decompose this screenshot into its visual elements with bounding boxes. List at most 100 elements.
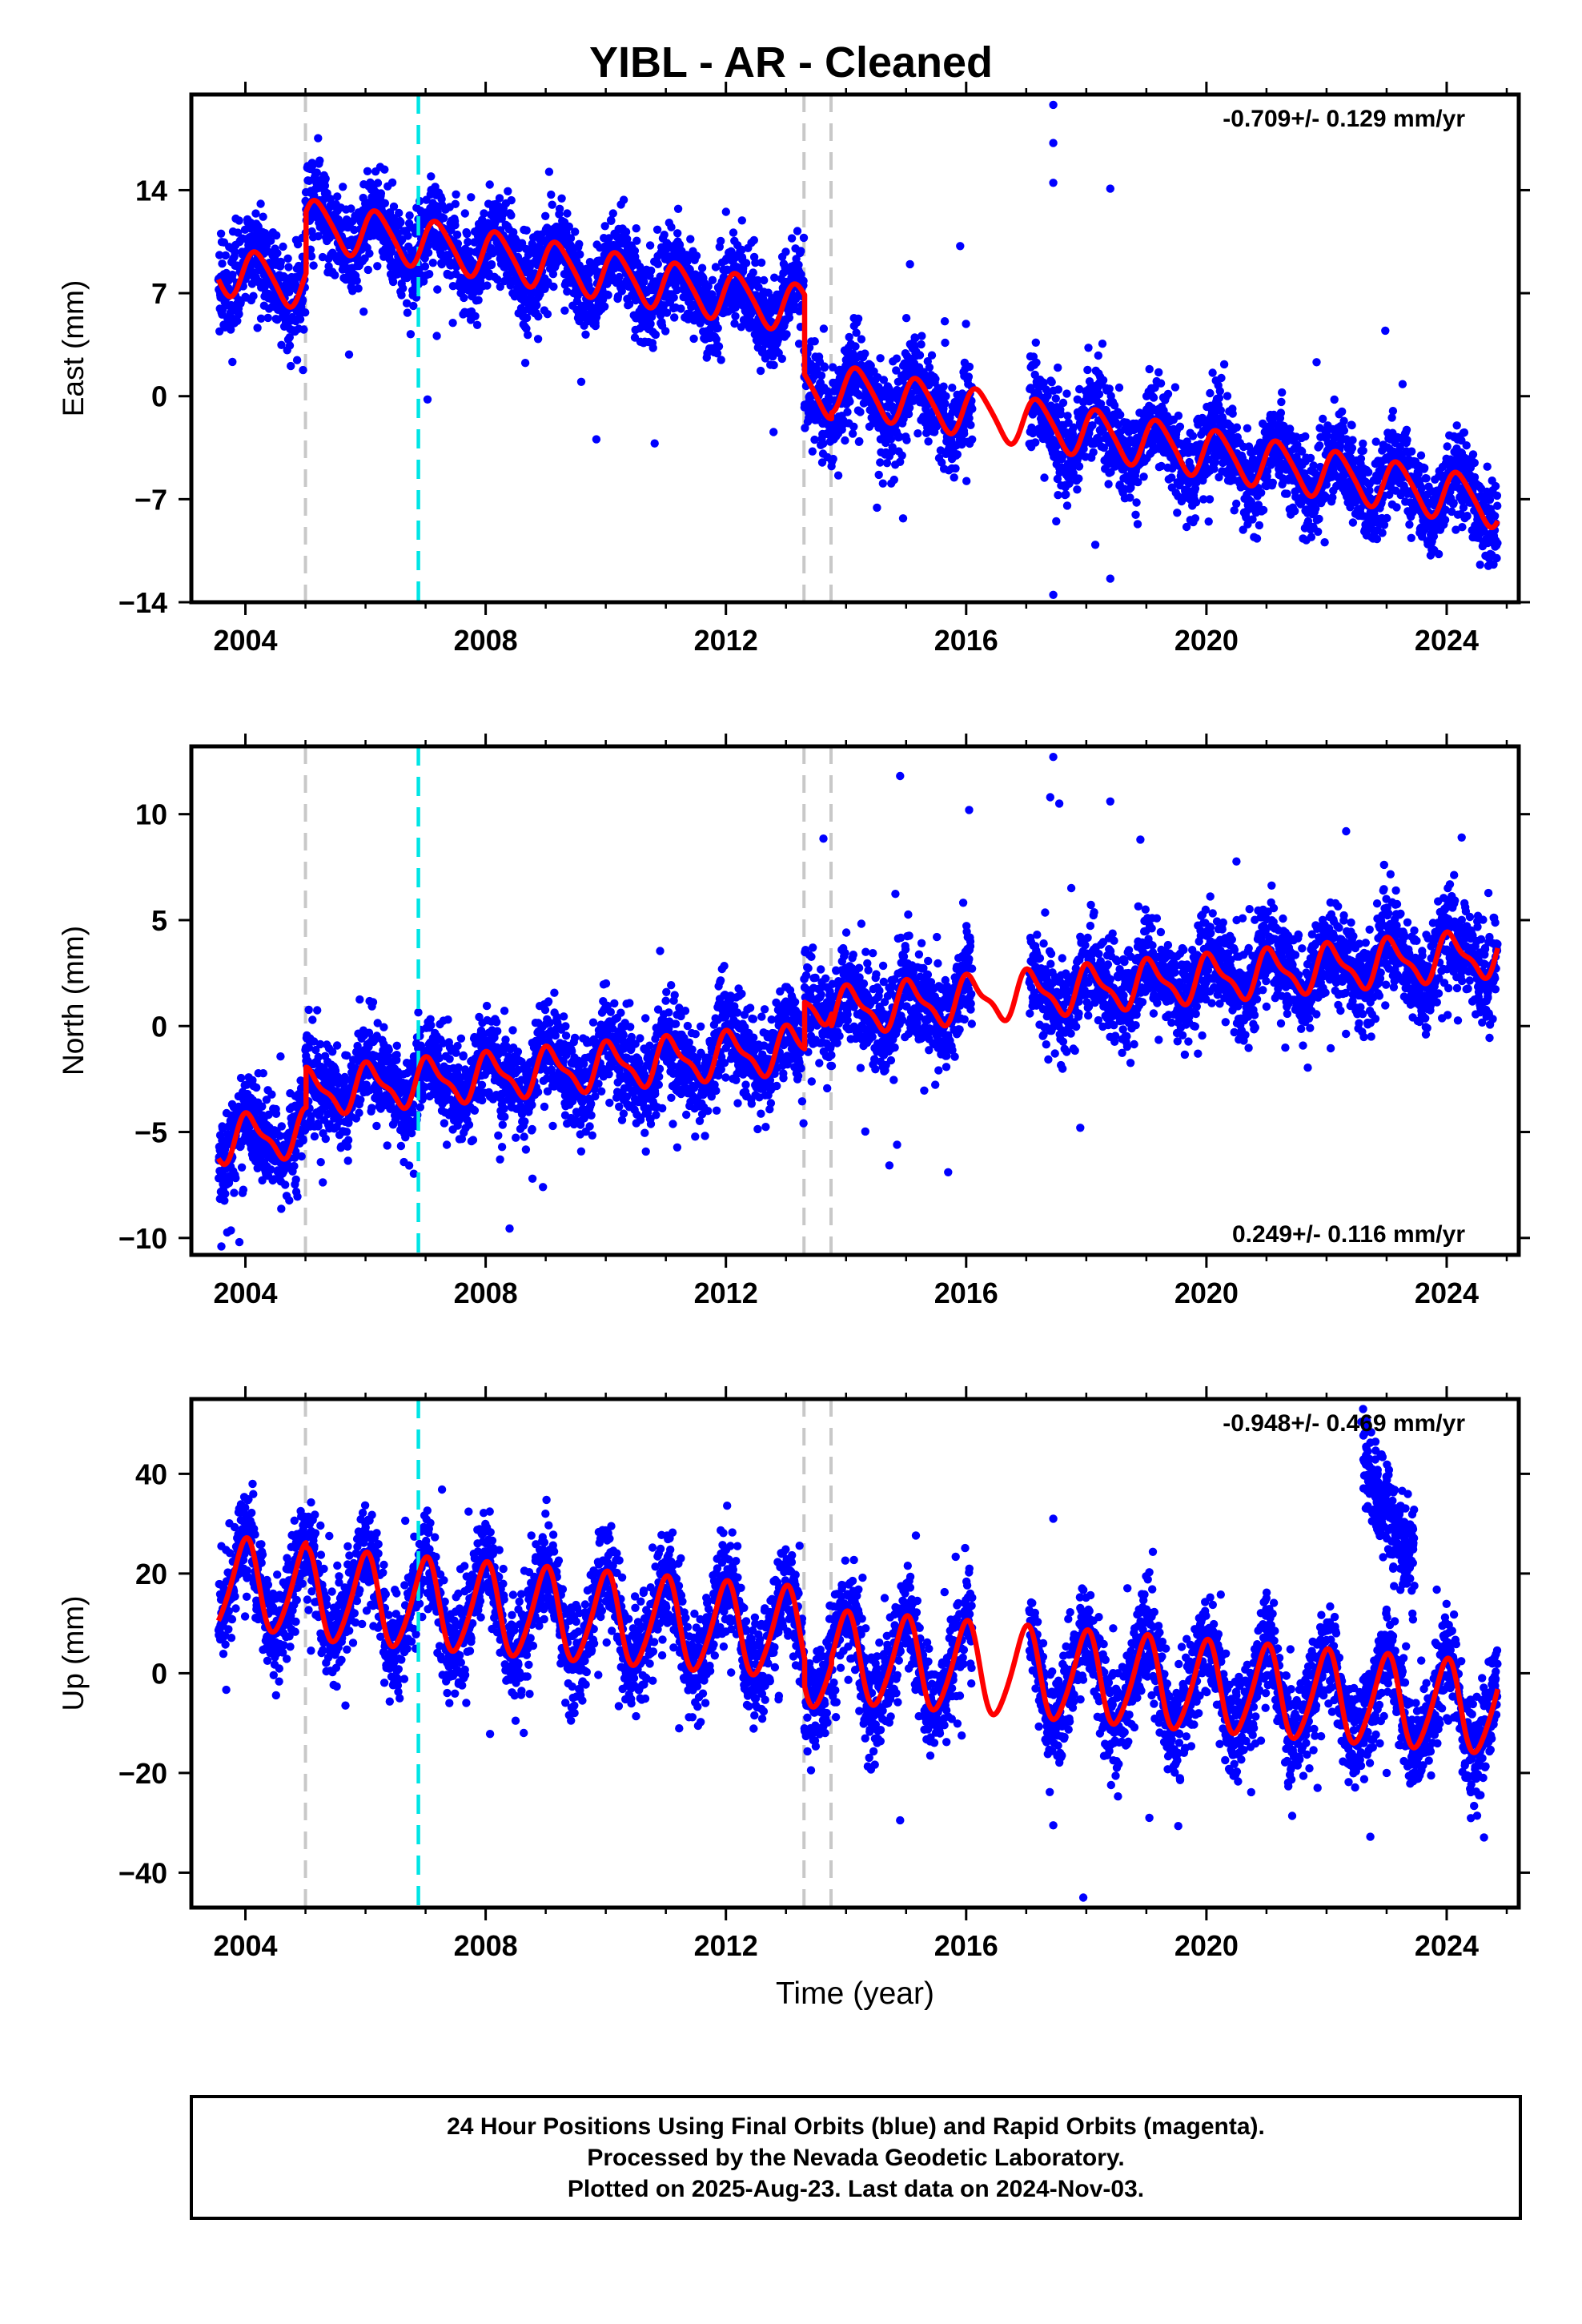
data-point (1204, 517, 1213, 526)
outlier-point (1049, 139, 1058, 147)
data-point (272, 231, 281, 240)
data-point (645, 241, 655, 250)
data-point (1458, 523, 1467, 532)
data-point (964, 372, 974, 381)
data-point (1443, 442, 1452, 451)
data-point (1051, 394, 1061, 403)
data-point (234, 228, 243, 237)
data-point (1407, 447, 1416, 456)
data-point (1094, 351, 1103, 360)
data-point (1491, 512, 1500, 521)
data-point (463, 229, 472, 239)
data-point (548, 200, 556, 209)
data-point (312, 168, 321, 177)
data-point (279, 242, 287, 251)
data-point (287, 361, 295, 371)
data-point (769, 360, 778, 370)
data-point (314, 134, 323, 143)
data-point (1154, 368, 1163, 377)
data-point (661, 327, 670, 336)
data-point (966, 420, 975, 429)
data-point (219, 305, 227, 314)
data-point (925, 363, 934, 372)
data-point (1312, 358, 1321, 367)
data-point (472, 320, 482, 329)
data-point (797, 247, 805, 255)
data-point (524, 331, 532, 340)
data-point (1468, 450, 1478, 459)
data-point (845, 397, 854, 406)
data-point (942, 392, 950, 400)
data-point (1283, 489, 1291, 498)
data-point (1131, 510, 1140, 519)
data-point (544, 167, 554, 176)
data-point (387, 247, 396, 256)
data-point (406, 330, 416, 339)
data-point (256, 199, 265, 208)
data-point (669, 293, 678, 302)
data-point (1074, 462, 1084, 471)
data-point (493, 275, 502, 284)
data-point (423, 395, 432, 404)
data-point (235, 216, 243, 225)
data-point (1098, 376, 1108, 384)
data-point (399, 283, 408, 293)
data-point (460, 293, 468, 303)
data-point (1257, 489, 1266, 497)
data-point (563, 209, 572, 218)
data-point (299, 365, 307, 375)
data-point (333, 192, 342, 201)
data-point (915, 351, 925, 360)
data-point (464, 237, 472, 247)
data-point (308, 161, 317, 170)
data-point (833, 471, 843, 480)
data-point (460, 209, 469, 218)
data-point (1156, 379, 1166, 388)
data-point (1031, 438, 1040, 447)
data-point (829, 454, 837, 464)
data-point (1463, 512, 1472, 521)
data-point (873, 503, 881, 513)
data-point (913, 429, 922, 438)
data-point (931, 375, 940, 384)
data-point (1291, 507, 1299, 516)
data-point (1392, 503, 1401, 512)
data-point (507, 211, 516, 220)
data-point (1252, 534, 1262, 543)
data-point (1098, 340, 1107, 348)
data-point (600, 302, 609, 311)
data-point (1232, 499, 1241, 509)
data-point (962, 476, 971, 485)
data-point (777, 354, 786, 364)
data-point (1173, 509, 1182, 517)
data-point (428, 259, 437, 267)
outlier-point (1049, 590, 1058, 599)
data-point (532, 301, 541, 310)
outlier-point (898, 514, 908, 523)
data-point (1191, 514, 1200, 523)
outlier-point (1049, 179, 1058, 187)
data-point (810, 337, 819, 346)
data-point (1339, 416, 1348, 425)
data-point (1170, 383, 1180, 392)
data-point (889, 475, 899, 485)
data-point (670, 313, 679, 322)
data-point (534, 312, 543, 321)
data-point (424, 241, 433, 250)
data-point (231, 247, 239, 256)
data-point (555, 204, 564, 213)
data-point (689, 334, 698, 344)
data-point (653, 259, 662, 268)
data-point (533, 335, 543, 344)
data-point (363, 265, 372, 275)
data-point (757, 258, 766, 267)
data-point (1493, 501, 1502, 510)
data-point (749, 235, 758, 245)
data-point (249, 292, 258, 300)
data-point (285, 341, 295, 350)
data-point (339, 183, 347, 191)
data-point (953, 450, 962, 459)
data-point (717, 236, 725, 246)
data-point (818, 439, 828, 448)
